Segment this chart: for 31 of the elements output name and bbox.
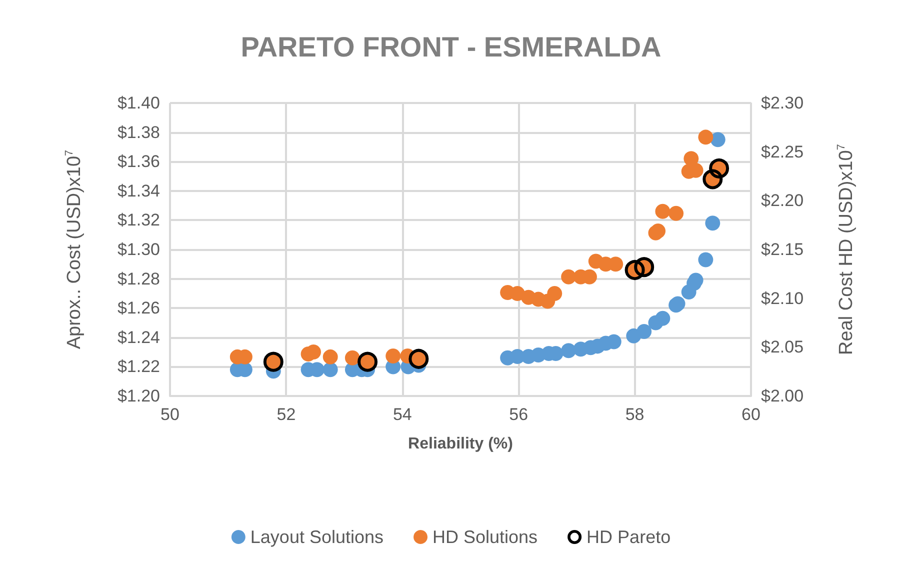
x-axis-title: Reliability (%): [408, 436, 513, 452]
y-tick-label: $1.36: [117, 152, 160, 172]
y2-tick-label: $2.15: [761, 240, 804, 259]
y2-tick-label: $2.25: [761, 142, 804, 162]
y2-tick-label: $2.10: [761, 288, 804, 308]
chart-title: PARETO FRONT - ESMERALDA: [240, 32, 662, 62]
y-tick-label: $1.38: [117, 122, 160, 142]
y-tick-label: $1.24: [117, 328, 160, 347]
y-tick-label: $1.22: [117, 357, 160, 376]
y2-tick-label: $2.00: [761, 386, 804, 406]
y-tick-label: $1.26: [117, 298, 160, 318]
y-axis-title: Aprox.. Cost (USD)x107: [64, 150, 85, 350]
y-tick-label: $1.28: [117, 269, 160, 288]
x-tick-label: 60: [742, 405, 760, 424]
legend-label: HD Pareto: [586, 527, 671, 547]
legend-label: HD Solutions: [432, 527, 538, 547]
y2-tick-label: $2.20: [761, 191, 804, 210]
y-tick-label: $1.30: [117, 240, 160, 259]
x-tick-label: 58: [625, 405, 644, 424]
y2-tick-label: $2.05: [761, 338, 804, 357]
x-tick-label: 54: [392, 405, 412, 424]
y-tick-label: $1.32: [117, 210, 160, 230]
legend-label: Layout Solutions: [250, 527, 384, 547]
y2-tick-label: $2.30: [761, 94, 804, 112]
x-tick-label: 56: [509, 405, 528, 424]
y-tick-label: $1.40: [117, 94, 160, 112]
x-tick-label: 52: [276, 405, 296, 424]
y-tick-label: $1.20: [117, 386, 160, 406]
x-tick-label: 50: [160, 405, 180, 424]
y-tick-label: $1.34: [117, 181, 160, 200]
y2-axis-title: Real Cost HD (USD)x107: [836, 144, 857, 355]
